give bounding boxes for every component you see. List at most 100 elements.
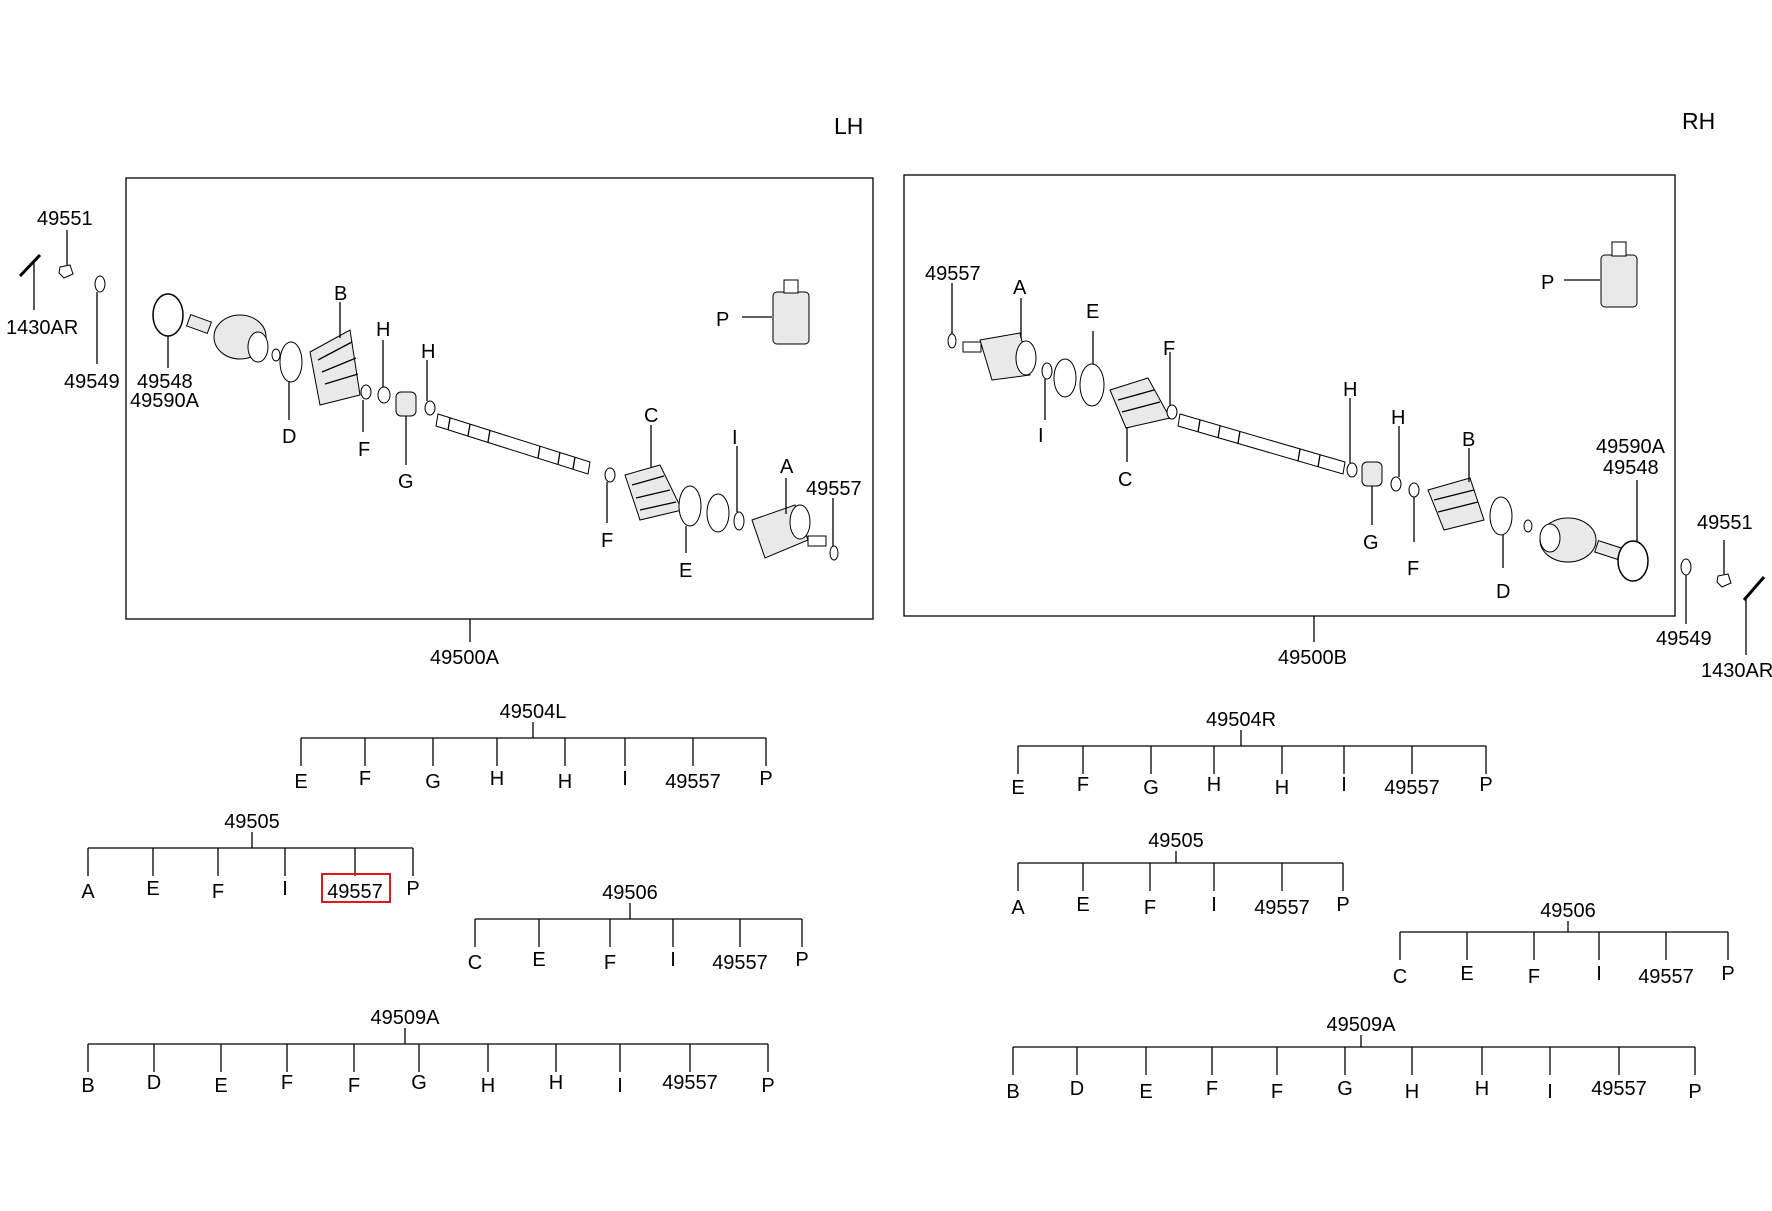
kit-code-label[interactable]: 49505 <box>1148 830 1204 852</box>
lh-assembly-number[interactable]: 49500A <box>430 647 500 669</box>
kit-item-e[interactable]: E <box>1139 1081 1152 1103</box>
kit-item-49557[interactable]: 49557 <box>1384 777 1440 799</box>
rh-letter-b[interactable]: B <box>1462 429 1475 451</box>
lh-letter-f2[interactable]: F <box>601 530 613 552</box>
kit-item-f[interactable]: F <box>1144 897 1156 919</box>
kit-item-f[interactable]: F <box>1528 966 1540 988</box>
kit-item-f[interactable]: F <box>348 1075 360 1097</box>
lh-part-49590a[interactable]: 49590A <box>130 390 200 412</box>
kit-item-p[interactable]: P <box>1688 1081 1701 1103</box>
kit-item-a[interactable]: A <box>81 881 95 903</box>
lh-letter-i[interactable]: I <box>732 427 738 449</box>
kit-item-e[interactable]: E <box>214 1075 227 1097</box>
kit-item-49557[interactable]: 49557 <box>712 952 768 974</box>
kit-item-i[interactable]: I <box>670 949 676 971</box>
kit-item-g[interactable]: G <box>425 771 441 793</box>
kit-item-p[interactable]: P <box>1479 774 1492 796</box>
rh-letter-e[interactable]: E <box>1086 301 1099 323</box>
lh-letter-p[interactable]: P <box>716 309 729 331</box>
kit-item-49557[interactable]: 49557 <box>665 771 721 793</box>
kit-item-g[interactable]: G <box>411 1072 427 1094</box>
kit-item-f[interactable]: F <box>1077 774 1089 796</box>
kit-item-49557[interactable]: 49557 <box>327 881 383 903</box>
lh-letter-g[interactable]: G <box>398 471 414 493</box>
kit-item-e[interactable]: E <box>1076 894 1089 916</box>
rh-letter-d[interactable]: D <box>1496 581 1510 603</box>
kit-item-a[interactable]: A <box>1011 897 1025 919</box>
kit-item-49557[interactable]: 49557 <box>662 1072 718 1094</box>
lh-letter-h1[interactable]: H <box>376 319 390 341</box>
kit-item-g[interactable]: G <box>1143 777 1159 799</box>
rh-letter-g[interactable]: G <box>1363 532 1379 554</box>
lh-part-49549[interactable]: 49549 <box>64 371 120 393</box>
rh-part-49548[interactable]: 49548 <box>1603 457 1659 479</box>
rh-part-1430ar[interactable]: 1430AR <box>1701 660 1772 682</box>
kit-code-label[interactable]: 49506 <box>602 882 658 904</box>
kit-code-label[interactable]: 49506 <box>1540 900 1596 922</box>
kit-item-i[interactable]: I <box>1211 894 1217 916</box>
kit-item-i[interactable]: I <box>282 878 288 900</box>
kit-item-f[interactable]: F <box>604 952 616 974</box>
kit-item-b[interactable]: B <box>81 1075 94 1097</box>
kit-item-f[interactable]: F <box>359 768 371 790</box>
kit-item-h[interactable]: H <box>1207 774 1221 796</box>
rh-part-49590a[interactable]: 49590A <box>1596 436 1666 458</box>
kit-item-p[interactable]: P <box>795 949 808 971</box>
kit-item-f[interactable]: F <box>1271 1081 1283 1103</box>
kit-item-p[interactable]: P <box>1721 963 1734 985</box>
rh-letter-f1[interactable]: F <box>1163 338 1175 360</box>
kit-item-p[interactable]: P <box>761 1075 774 1097</box>
kit-item-h[interactable]: H <box>1405 1081 1419 1103</box>
lh-letter-a[interactable]: A <box>780 456 794 478</box>
kit-item-f[interactable]: F <box>281 1072 293 1094</box>
lh-letter-d[interactable]: D <box>282 426 296 448</box>
rh-letter-h1[interactable]: H <box>1343 379 1357 401</box>
kit-item-f[interactable]: F <box>212 881 224 903</box>
kit-item-e[interactable]: E <box>1011 777 1024 799</box>
rh-letter-c[interactable]: C <box>1118 469 1132 491</box>
kit-item-i[interactable]: I <box>1341 774 1347 796</box>
kit-item-h[interactable]: H <box>1475 1078 1489 1100</box>
lh-letter-h2[interactable]: H <box>421 341 435 363</box>
kit-code-label[interactable]: 49509A <box>371 1007 441 1029</box>
kit-item-e[interactable]: E <box>1460 963 1473 985</box>
kit-item-i[interactable]: I <box>617 1075 623 1097</box>
lh-part-49551[interactable]: 49551 <box>37 208 93 230</box>
kit-item-i[interactable]: I <box>1547 1081 1553 1103</box>
kit-item-p[interactable]: P <box>759 768 772 790</box>
lh-letter-b[interactable]: B <box>334 283 347 305</box>
kit-item-p[interactable]: P <box>1336 894 1349 916</box>
lh-part-49548[interactable]: 49548 <box>137 371 193 393</box>
kit-item-h[interactable]: H <box>490 768 504 790</box>
kit-item-c[interactable]: C <box>468 952 482 974</box>
lh-part-49557[interactable]: 49557 <box>806 478 862 500</box>
kit-item-i[interactable]: I <box>1596 963 1602 985</box>
kit-item-i[interactable]: I <box>622 768 628 790</box>
kit-item-49557[interactable]: 49557 <box>1254 897 1310 919</box>
kit-code-label[interactable]: 49509A <box>1327 1014 1397 1036</box>
rh-letter-i[interactable]: I <box>1038 425 1044 447</box>
kit-item-f[interactable]: F <box>1206 1078 1218 1100</box>
lh-part-1430ar[interactable]: 1430AR <box>6 317 78 339</box>
lh-letter-f1[interactable]: F <box>358 439 370 461</box>
rh-part-49551[interactable]: 49551 <box>1697 512 1753 534</box>
kit-item-h[interactable]: H <box>481 1075 495 1097</box>
kit-item-49557[interactable]: 49557 <box>1638 966 1694 988</box>
kit-item-d[interactable]: D <box>1070 1078 1084 1100</box>
kit-item-h[interactable]: H <box>558 771 572 793</box>
lh-letter-c[interactable]: C <box>644 405 658 427</box>
kit-item-e[interactable]: E <box>294 771 307 793</box>
kit-item-b[interactable]: B <box>1006 1081 1019 1103</box>
rh-part-49557[interactable]: 49557 <box>925 263 981 285</box>
kit-code-label[interactable]: 49505 <box>224 811 280 833</box>
kit-item-p[interactable]: P <box>406 878 419 900</box>
kit-item-c[interactable]: C <box>1393 966 1407 988</box>
rh-letter-p[interactable]: P <box>1541 272 1554 294</box>
kit-item-49557[interactable]: 49557 <box>1591 1078 1647 1100</box>
rh-letter-f2[interactable]: F <box>1407 558 1419 580</box>
kit-item-e[interactable]: E <box>532 949 545 971</box>
rh-part-49549[interactable]: 49549 <box>1656 628 1712 650</box>
kit-item-h[interactable]: H <box>549 1072 563 1094</box>
kit-item-d[interactable]: D <box>147 1072 161 1094</box>
kit-item-e[interactable]: E <box>146 878 159 900</box>
